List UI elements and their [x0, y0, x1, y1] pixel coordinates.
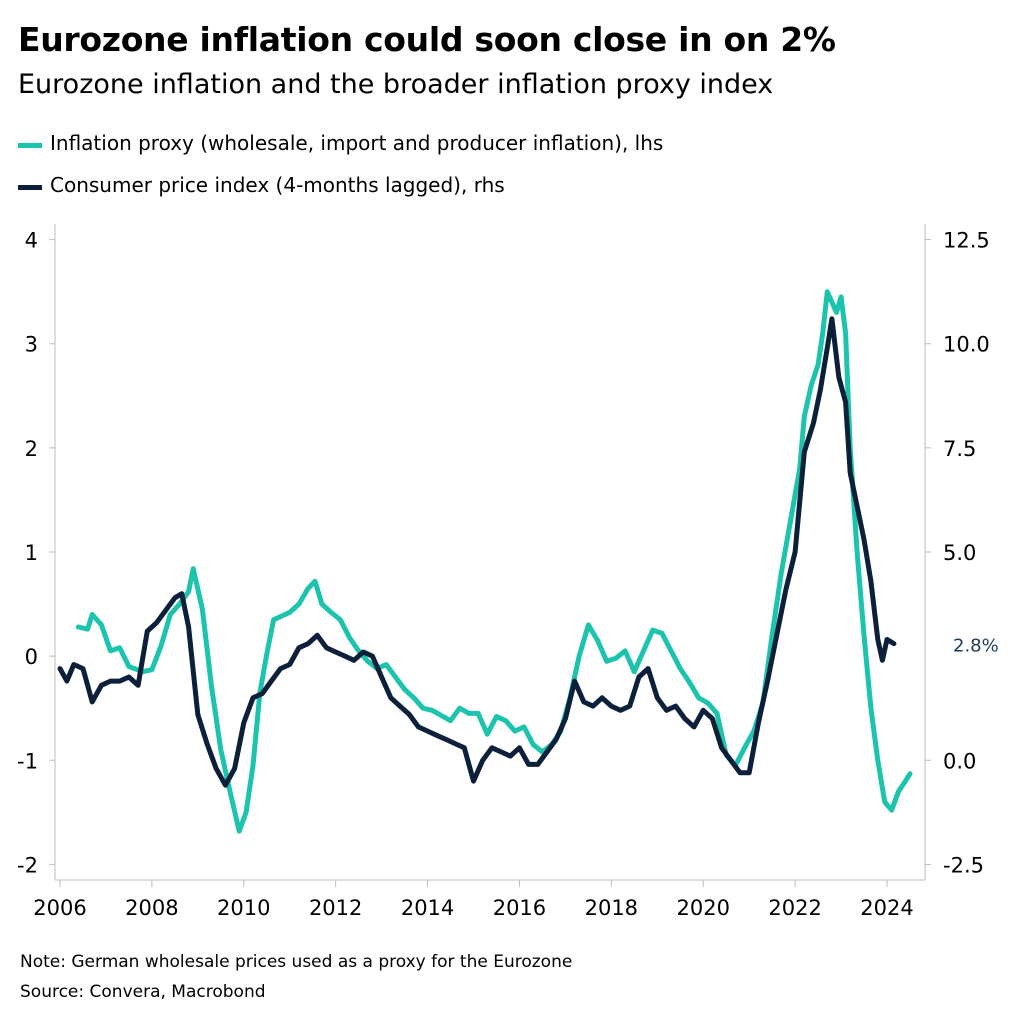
chart-axes — [49, 224, 931, 887]
x-tick-label: 2016 — [493, 896, 546, 920]
chart-series — [57, 289, 913, 834]
series-line-cpi — [57, 316, 897, 788]
x-tick-label: 2010 — [217, 896, 270, 920]
right-tick-label: -2.5 — [943, 853, 984, 877]
right-tick-label: 0.0 — [943, 749, 976, 773]
latest-value-label: 2.8% — [953, 636, 999, 657]
left-tick-label: -1 — [17, 749, 38, 773]
left-tick-label: 3 — [25, 333, 38, 357]
legend-swatch-navy — [18, 185, 42, 190]
right-tick-label: 12.5 — [943, 229, 990, 253]
x-tick-label: 2024 — [860, 896, 913, 920]
chart-tick-labels: 4 3 2 1 0 -1 -2 12.5 10.0 7.5 5.0 2.8% 0.0 -2.5 2006 20… — [17, 229, 999, 920]
left-tick-label: 2 — [25, 437, 38, 461]
legend-swatch-teal — [18, 143, 42, 148]
x-tick-label: 2020 — [676, 896, 729, 920]
left-tick-label: 0 — [25, 645, 38, 669]
right-tick-label: 10.0 — [943, 333, 990, 357]
chart-source: Source: Convera, Macrobond — [20, 982, 266, 1002]
x-tick-label: 2014 — [401, 896, 454, 920]
left-tick-label: 1 — [25, 541, 38, 565]
x-tick-label: 2006 — [33, 896, 86, 920]
right-tick-label: 7.5 — [943, 437, 976, 461]
x-tick-label: 2018 — [585, 896, 638, 920]
left-tick-label: 4 — [25, 229, 38, 253]
chart-note: Note: German wholesale prices used as a … — [20, 952, 573, 972]
chart-subtitle: Eurozone inflation and the broader infla… — [18, 69, 774, 100]
legend-label-inflation-proxy: Inflation proxy (wholesale, import and p… — [50, 131, 664, 155]
x-tick-label: 2012 — [309, 896, 362, 920]
legend-label-cpi: Consumer price index (4-months lagged), … — [50, 173, 505, 197]
chart-title: Eurozone inflation could soon close in o… — [18, 20, 836, 59]
right-tick-label: 5.0 — [943, 541, 976, 565]
x-tick-label: 2022 — [768, 896, 821, 920]
left-tick-label: -2 — [17, 853, 38, 877]
x-tick-label: 2008 — [125, 896, 178, 920]
